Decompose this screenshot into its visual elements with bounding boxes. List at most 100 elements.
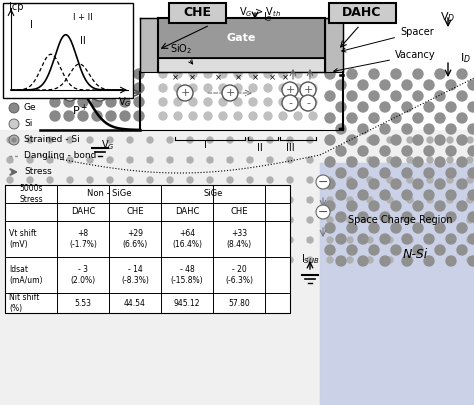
Circle shape [64,69,74,79]
Text: I$_{SUB}$: I$_{SUB}$ [301,252,319,266]
Circle shape [9,135,19,145]
Circle shape [367,157,373,163]
Circle shape [413,113,423,123]
Circle shape [367,217,373,223]
Text: I$_D$: I$_D$ [460,51,471,65]
Circle shape [347,223,357,233]
Circle shape [402,80,412,90]
Bar [158,18,325,58]
Circle shape [457,157,467,167]
Text: +64
(16.4%): +64 (16.4%) [172,229,202,249]
Circle shape [247,197,253,203]
Circle shape [227,257,233,263]
Circle shape [447,177,453,183]
Text: -: - [288,98,292,108]
Circle shape [189,112,197,120]
Circle shape [369,69,379,79]
Circle shape [264,98,272,106]
Circle shape [407,257,413,263]
Circle shape [325,91,335,101]
Circle shape [446,212,456,222]
Circle shape [247,257,253,263]
Circle shape [467,217,473,223]
Circle shape [249,98,257,106]
Circle shape [187,237,193,243]
Circle shape [336,146,346,156]
Circle shape [287,257,293,263]
Circle shape [9,103,19,113]
Circle shape [207,157,213,163]
Circle shape [78,111,88,121]
Circle shape [402,102,412,112]
Circle shape [167,217,173,223]
Circle shape [204,112,212,120]
Circle shape [380,168,390,178]
Circle shape [407,217,413,223]
Circle shape [413,201,423,211]
Circle shape [358,190,368,200]
Circle shape [468,190,474,200]
Circle shape [67,157,73,163]
Circle shape [446,190,456,200]
Circle shape [402,212,412,222]
Circle shape [387,237,393,243]
Circle shape [92,111,102,121]
Circle shape [391,201,401,211]
Text: Spacer: Spacer [342,27,434,52]
Circle shape [424,234,434,244]
Circle shape [380,80,390,90]
Circle shape [87,257,93,263]
Circle shape [106,83,116,93]
Circle shape [159,84,167,92]
Circle shape [387,137,393,143]
Circle shape [467,157,473,163]
Circle shape [347,135,357,145]
Circle shape [435,223,445,233]
Circle shape [47,237,53,243]
Circle shape [413,135,423,145]
Text: Si: Si [24,119,32,128]
Circle shape [227,217,233,223]
Circle shape [307,157,313,163]
Circle shape [219,84,227,92]
Circle shape [127,157,133,163]
Circle shape [446,146,456,156]
Circle shape [147,217,153,223]
Text: SiO$_2$: SiO$_2$ [170,42,192,64]
Circle shape [457,69,467,79]
Circle shape [134,97,144,107]
Circle shape [325,245,335,255]
Circle shape [167,177,173,183]
Text: DAHC: DAHC [175,207,199,217]
Circle shape [47,217,53,223]
Circle shape [187,157,193,163]
Circle shape [380,212,390,222]
Text: - 3
(2.0%): - 3 (2.0%) [71,265,96,285]
Circle shape [107,217,113,223]
Circle shape [358,212,368,222]
Circle shape [468,212,474,222]
Circle shape [391,179,401,189]
Circle shape [92,97,102,107]
Circle shape [87,217,93,223]
Circle shape [380,102,390,112]
Circle shape [447,137,453,143]
Bar [140,18,158,72]
Circle shape [78,69,88,79]
Circle shape [294,98,302,106]
Circle shape [9,119,19,129]
Circle shape [234,98,242,106]
Text: I: I [29,20,32,30]
Circle shape [47,157,53,163]
Circle shape [249,70,257,78]
Circle shape [64,111,74,121]
Circle shape [369,135,379,145]
Circle shape [174,84,182,92]
Circle shape [307,197,313,203]
Circle shape [92,69,102,79]
Circle shape [402,256,412,266]
Circle shape [347,197,353,203]
Circle shape [87,137,93,143]
Circle shape [347,157,353,163]
Circle shape [247,137,253,143]
